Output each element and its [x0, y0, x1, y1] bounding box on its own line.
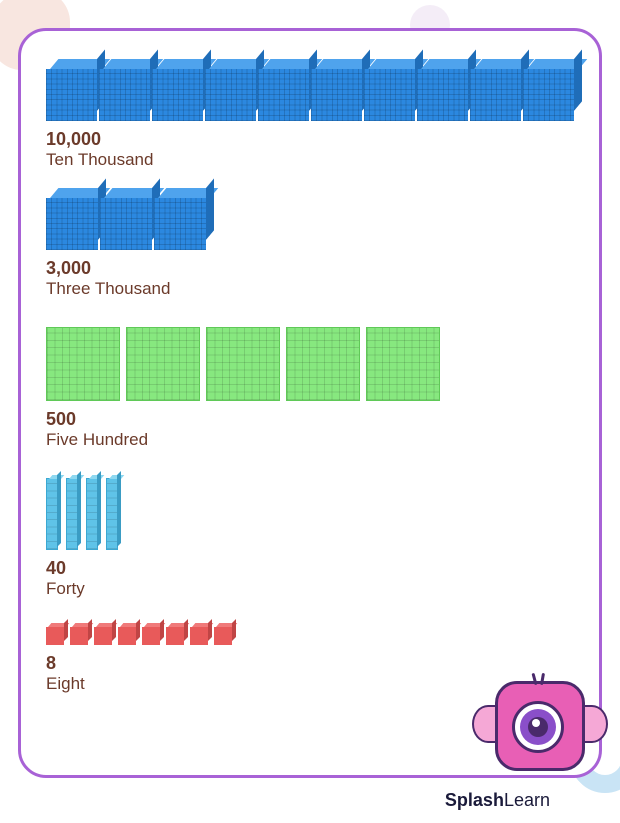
text-label: Three Thousand [46, 279, 574, 299]
ten-rod [66, 478, 78, 550]
one-unit [142, 627, 160, 645]
units-row [46, 627, 574, 645]
one-unit [118, 627, 136, 645]
thousand-cube [470, 69, 521, 121]
brand-logo: SplashLearn [445, 790, 550, 811]
hundred-flat [46, 327, 120, 401]
hundred-flat [126, 327, 200, 401]
number-label: 500 [46, 409, 574, 430]
thousand-cube [152, 69, 203, 121]
brand-prefix: Splash [445, 790, 504, 810]
flats-row [46, 327, 574, 401]
number-label: 10,000 [46, 129, 574, 150]
thousand-cube [258, 69, 309, 121]
brand-suffix: Learn [504, 790, 550, 810]
ten-thousands-section: 10,000 Ten Thousand [46, 69, 574, 170]
thousand-cube [154, 198, 206, 250]
cubes-row [46, 69, 574, 121]
thousand-cube [100, 198, 152, 250]
one-unit [70, 627, 88, 645]
one-unit [214, 627, 232, 645]
thousand-cube [205, 69, 256, 121]
thousands-section: 3,000 Three Thousand [46, 198, 574, 299]
thousand-cube [46, 198, 98, 250]
hundred-flat [366, 327, 440, 401]
rods-row [46, 478, 574, 550]
ten-rod [106, 478, 118, 550]
number-label: 40 [46, 558, 574, 579]
one-unit [190, 627, 208, 645]
one-unit [94, 627, 112, 645]
number-label: 8 [46, 653, 574, 674]
tens-section: 40 Forty [46, 478, 574, 599]
hundreds-section: 500 Five Hundred [46, 327, 574, 450]
content-frame: 10,000 Ten Thousand 3,000 Three Thousand… [18, 28, 602, 778]
thousand-cube [311, 69, 362, 121]
text-label: Ten Thousand [46, 150, 574, 170]
thousand-cube [523, 69, 574, 121]
ten-rod [86, 478, 98, 550]
mascot-eye-highlight [532, 719, 540, 727]
thousand-cube [46, 69, 97, 121]
cubes-row [46, 198, 574, 250]
ten-rod [46, 478, 58, 550]
thousand-cube [417, 69, 468, 121]
thousand-cube [99, 69, 150, 121]
text-label: Five Hundred [46, 430, 574, 450]
mascot-hair [525, 673, 555, 685]
hundred-flat [286, 327, 360, 401]
mascot-character [470, 673, 610, 783]
number-label: 3,000 [46, 258, 574, 279]
text-label: Forty [46, 579, 574, 599]
hundred-flat [206, 327, 280, 401]
thousand-cube [364, 69, 415, 121]
one-unit [166, 627, 184, 645]
one-unit [46, 627, 64, 645]
